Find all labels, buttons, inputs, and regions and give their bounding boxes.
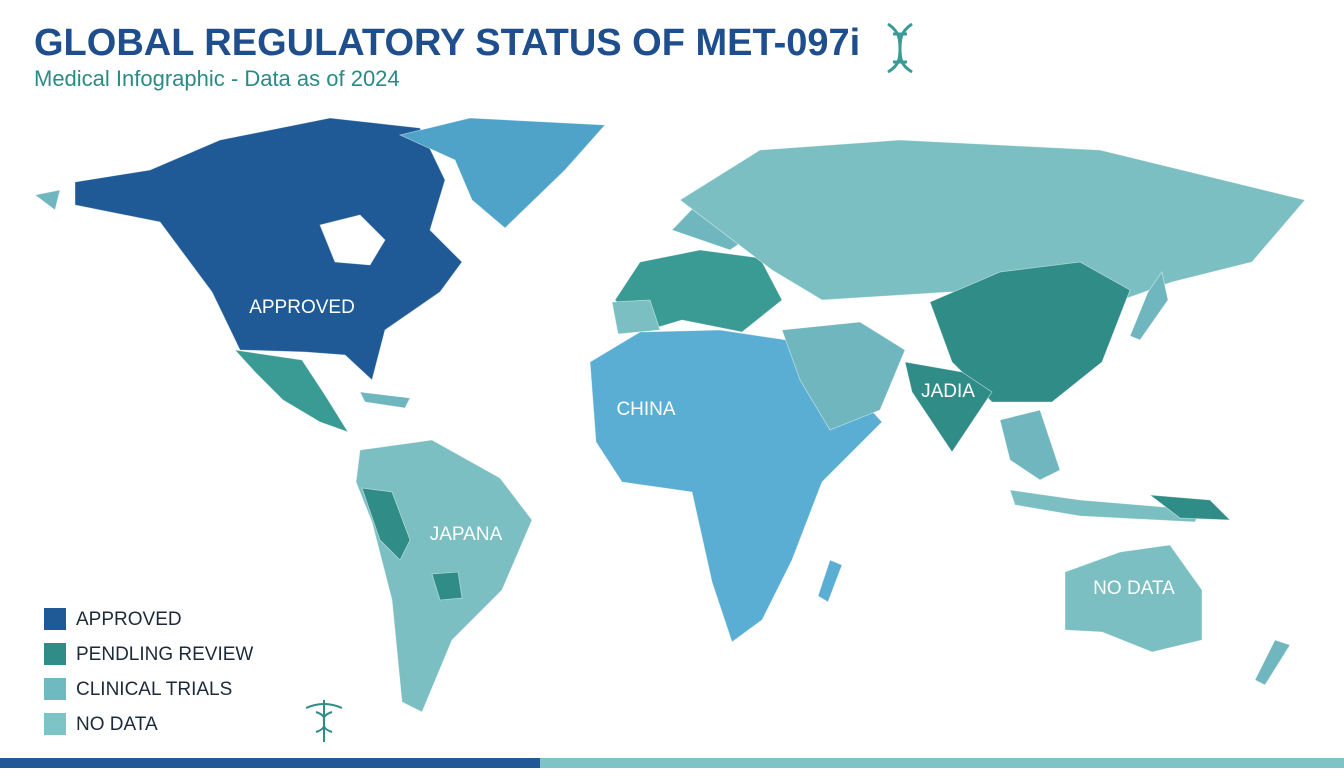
region-label: NO DATA <box>1093 578 1175 599</box>
india <box>904 361 993 453</box>
australia <box>1064 544 1203 653</box>
legend-swatch <box>44 678 66 700</box>
southeast-asia <box>999 409 1061 481</box>
madagascar <box>817 559 843 603</box>
middle-east <box>781 321 906 431</box>
iberia <box>611 299 661 335</box>
legend: APPROVED PENDLING REVIEW CLINICAL TRIALS NO… <box>44 608 253 735</box>
legend-swatch <box>44 608 66 630</box>
dna-icon <box>887 22 913 74</box>
caduceus-icon <box>305 700 343 742</box>
alaska-west <box>34 189 61 211</box>
legend-label: APPROVED <box>76 609 182 630</box>
region-label: APPROVED <box>249 297 355 318</box>
legend-swatch <box>44 643 66 665</box>
hudson-bay <box>319 214 386 266</box>
legend-label: NO DATA <box>76 714 158 735</box>
new-guinea <box>1148 494 1232 521</box>
russia-asia <box>679 139 1306 301</box>
subtitle: Medical Infographic - Data as of 2024 <box>34 66 400 91</box>
legend-label: CLINICAL TRIALS <box>76 679 232 700</box>
title: GLOBAL REGULATORY STATUS OF MET-097i <box>34 22 860 64</box>
region-label: CHINA <box>616 399 675 420</box>
caribbean <box>359 391 411 409</box>
new-zealand <box>1254 639 1291 686</box>
world-map <box>34 117 1306 713</box>
footer-bar <box>0 758 540 768</box>
footer-bar <box>540 758 1344 768</box>
region-label: JAPANA <box>430 524 503 545</box>
region-label: JADIA <box>921 381 975 402</box>
paraguay <box>431 571 463 601</box>
africa <box>589 329 883 643</box>
japan <box>1129 271 1169 341</box>
peru <box>361 487 411 561</box>
legend-swatch <box>44 713 66 735</box>
north-america <box>74 117 463 381</box>
greenland <box>398 117 606 229</box>
mexico <box>233 349 349 433</box>
legend-label: PENDLING REVIEW <box>76 644 253 665</box>
